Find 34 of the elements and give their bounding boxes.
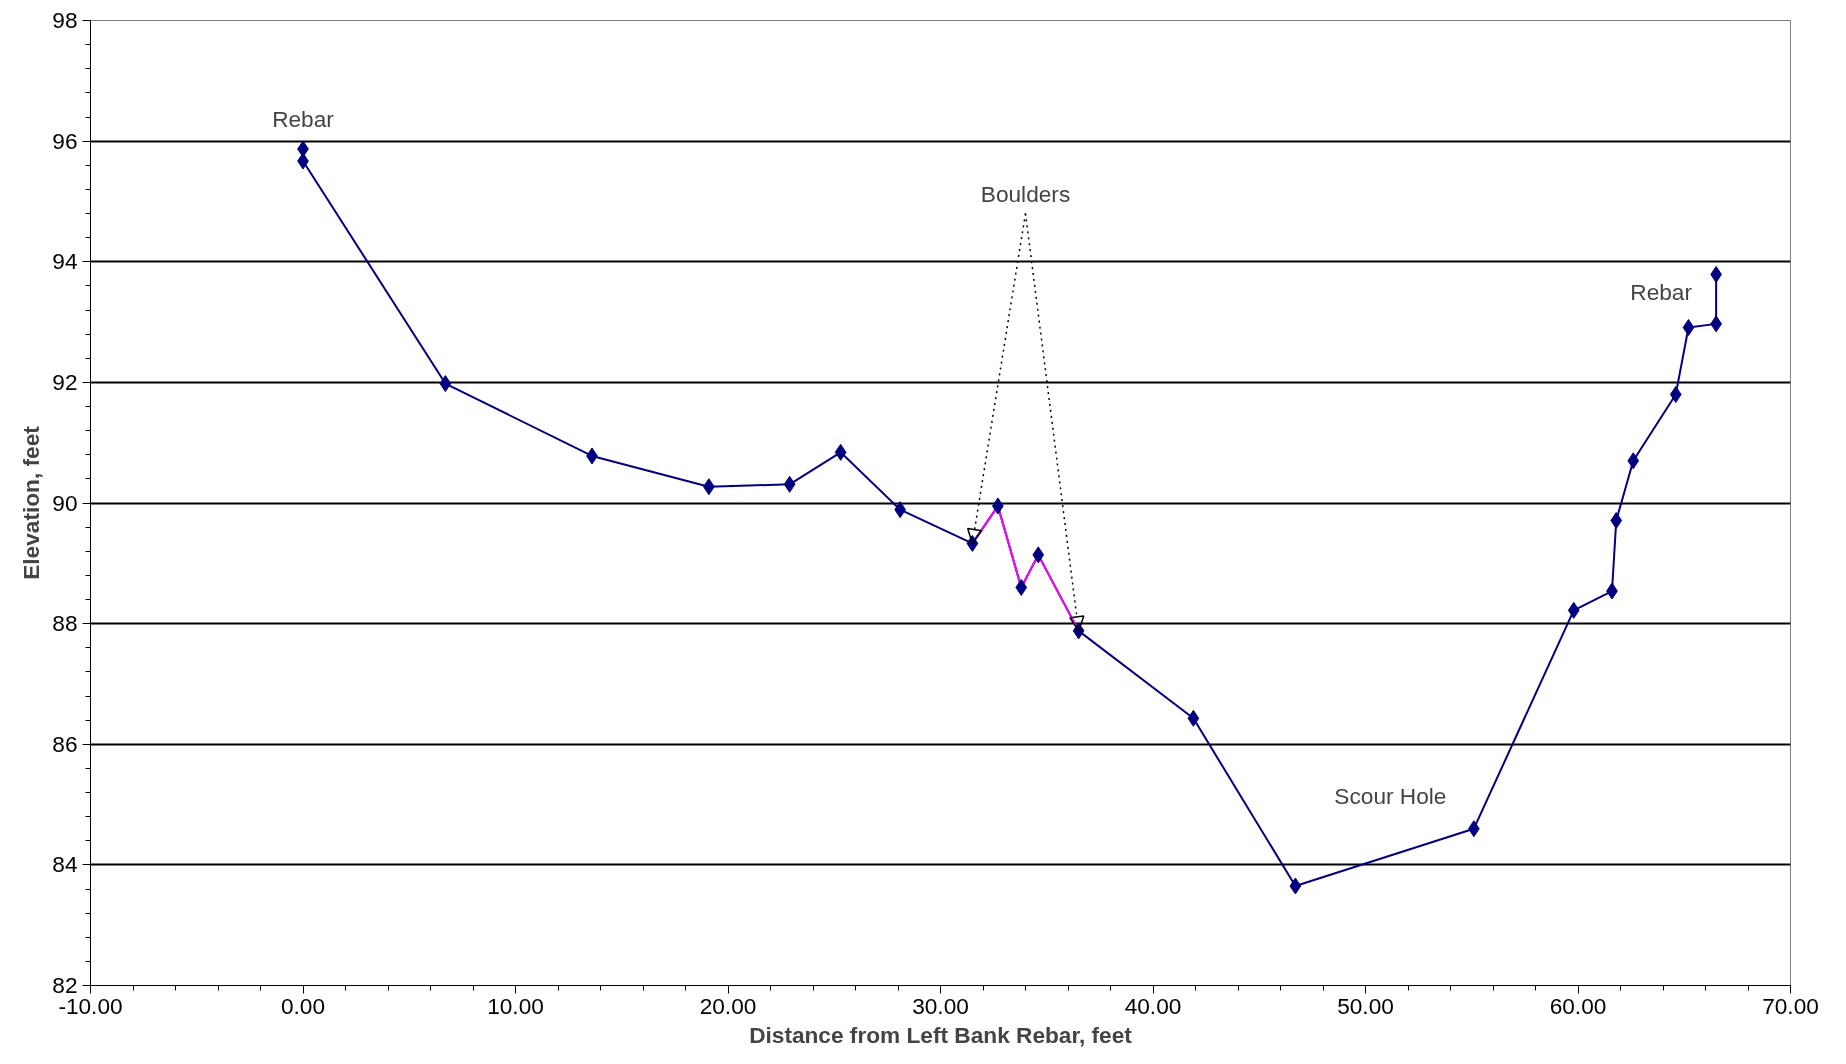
x-tick-label: 40.00 <box>1124 992 1182 1019</box>
y-tick-label: 84 <box>52 851 78 878</box>
point <box>439 375 452 393</box>
point <box>1567 601 1580 619</box>
y-tick-label: 90 <box>52 489 78 516</box>
point <box>1627 452 1640 470</box>
point <box>1669 385 1682 403</box>
x-tick-label: 60.00 <box>1549 992 1607 1019</box>
point <box>1187 709 1200 727</box>
x-tick-label: 70.00 <box>1762 992 1819 1019</box>
point <box>1610 511 1623 529</box>
x-tick-label: 20.00 <box>699 992 757 1019</box>
annotation: Rebar <box>272 105 335 132</box>
annotation: Boulders <box>980 181 1071 208</box>
y-tick-label: 96 <box>52 127 78 154</box>
point <box>783 475 796 493</box>
y-tick-label: 98 <box>52 7 78 33</box>
y-axis-title: Elevation, feet <box>18 425 45 580</box>
x-axis-title: Distance from Left Bank Rebar, feet <box>749 1021 1133 1048</box>
x-tick-label: 50.00 <box>1337 992 1394 1019</box>
point <box>1015 578 1028 596</box>
y-tick-label: 88 <box>52 610 78 637</box>
point <box>834 443 847 461</box>
x-tick-label: 10.00 <box>487 992 544 1019</box>
x-tick-label: 30.00 <box>912 992 969 1019</box>
point <box>1682 318 1695 336</box>
y-tick-label: 86 <box>52 730 78 757</box>
point <box>1032 546 1045 564</box>
annotation: Rebar <box>1630 279 1693 306</box>
y-tick-label: 92 <box>52 368 78 395</box>
y-tick-label: 94 <box>52 248 78 275</box>
annotation: Scour Hole <box>1334 782 1447 809</box>
point <box>1289 877 1302 895</box>
x-tick-label: 0.00 <box>280 992 326 1019</box>
